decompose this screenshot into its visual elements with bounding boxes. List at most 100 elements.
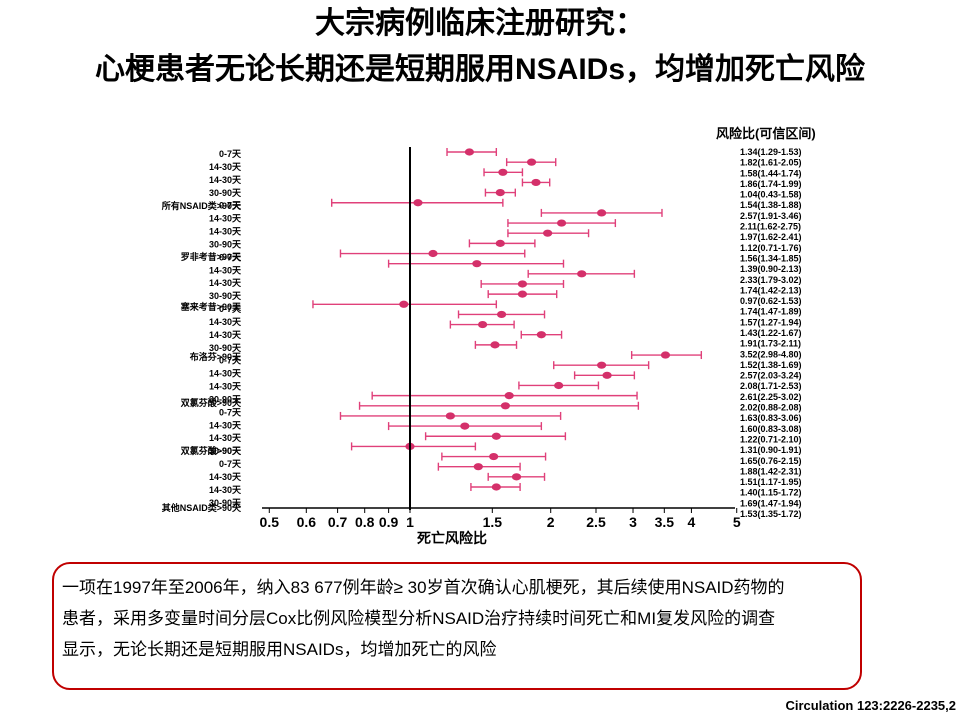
row-label: 14-30天	[209, 369, 242, 379]
hr-column-header: 风险比(可信区间)	[716, 126, 816, 141]
row-label: 14-30天	[209, 162, 242, 172]
x-tick-label: 2	[547, 514, 555, 530]
hr-label: 2.57(2.03-3.24)	[740, 371, 802, 381]
citation: Circulation 123:2226-2235,2	[785, 698, 956, 713]
row-label: 0-7天	[219, 149, 242, 159]
hr-point	[504, 392, 514, 400]
hr-point	[517, 290, 528, 298]
x-tick-label: 3.5	[655, 514, 675, 530]
hr-label: 1.34(1.29-1.53)	[740, 147, 802, 157]
hr-label: 1.43(1.22-1.67)	[740, 328, 802, 338]
hr-point	[445, 412, 455, 420]
group-label: 双氯芬酸>90天	[181, 445, 242, 456]
row-label: 0-7天	[219, 304, 242, 314]
row-label: 30-90天	[209, 188, 242, 198]
x-tick-label: 3	[629, 514, 637, 530]
x-tick-label: 1	[406, 514, 414, 530]
row-label: 14-30天	[209, 472, 242, 482]
row-label: 14-30天	[209, 214, 242, 224]
hr-label: 1.12(0.71-1.76)	[740, 243, 802, 253]
x-tick-label: 4	[688, 514, 696, 530]
note-line-2: 患者，采用多变量时间分层Cox比例风险模型分析NSAID治疗持续时间死亡和MI复…	[62, 609, 776, 628]
x-axis: 0.5 0.6 0.7 0.8 0.9 1 1.5 2 2.5 3 3.5 4 5	[260, 507, 741, 530]
hr-label: 2.02(0.88-2.08)	[740, 403, 802, 413]
hr-label: 1.91(1.73-2.11)	[740, 339, 801, 349]
row-label: 30-90天	[209, 446, 242, 456]
x-tick-label: 0.6	[297, 514, 317, 530]
group-label: 所有NSAID类>90天	[162, 200, 242, 211]
hr-point	[526, 158, 537, 166]
hr-labels: 1.34(1.29-1.53)1.82(1.61-2.05)1.58(1.44-…	[740, 147, 802, 519]
row-label: 14-30天	[209, 265, 242, 275]
hr-point	[556, 219, 567, 227]
hr-point	[428, 249, 438, 258]
row-label: 0-7天	[219, 356, 242, 366]
hr-label: 1.56(1.34-1.85)	[740, 253, 802, 263]
hr-label: 1.82(1.61-2.05)	[740, 158, 802, 168]
x-tick-label: 0.7	[328, 514, 348, 530]
hr-point	[511, 473, 522, 481]
x-tick-label: 0.9	[379, 514, 399, 530]
hr-label: 2.11(1.62-2.75)	[740, 222, 801, 232]
hr-point	[500, 402, 511, 410]
hr-label: 1.74(1.47-1.89)	[740, 307, 802, 317]
hr-point	[495, 239, 505, 247]
hr-point	[491, 483, 501, 491]
hr-label: 1.40(1.15-1.72)	[740, 488, 802, 498]
x-tick-label: 0.8	[355, 514, 375, 530]
row-label: 14-30天	[209, 175, 242, 185]
hr-label: 1.88(1.42-2.31)	[740, 466, 802, 476]
hr-label: 1.39(0.90-2.13)	[740, 264, 802, 274]
note-text: 一项在1997年至2006年，纳入83 677例年龄≥ 30岁首次确认心肌梗死，…	[62, 572, 862, 665]
hr-point	[496, 310, 507, 319]
hr-label: 1.53(1.35-1.72)	[740, 509, 802, 519]
hr-label: 1.52(1.38-1.69)	[740, 360, 802, 370]
hr-label: 1.63(0.83-3.06)	[740, 413, 802, 423]
hr-point	[460, 422, 470, 430]
hr-point	[473, 463, 483, 471]
hr-label: 1.97(1.62-2.41)	[740, 232, 802, 242]
hr-label: 1.57(1.27-1.94)	[740, 317, 802, 327]
hr-point	[472, 260, 482, 268]
group-labels: 所有NSAID类>90天罗非考昔>90天塞来考昔>90天布洛芬>90天双氯芬酸>…	[162, 200, 242, 513]
hr-point	[399, 300, 409, 308]
hr-point	[489, 452, 499, 461]
x-tick-label: 0.5	[260, 514, 280, 530]
hr-label: 1.04(0.43-1.58)	[740, 190, 802, 200]
row-label: 0-7天	[219, 407, 242, 417]
hr-label: 1.69(1.47-1.94)	[740, 498, 802, 508]
hr-label: 2.33(1.79-3.02)	[740, 275, 802, 285]
hr-label: 2.08(1.71-2.53)	[740, 381, 802, 391]
hr-label: 1.54(1.38-1.88)	[740, 200, 802, 210]
row-label: 0-7天	[219, 201, 242, 211]
row-label: 14-30天	[209, 382, 242, 392]
note-line-3: 显示，无论长期还是短期服用NSAIDs，均增加死亡的风险	[62, 640, 497, 659]
row-label: 30-90天	[209, 291, 242, 301]
group-label: 双氯芬酸>90天	[181, 397, 242, 408]
confidence-intervals	[312, 148, 703, 491]
hr-label: 1.22(0.71-2.10)	[740, 434, 802, 444]
hr-point	[536, 331, 546, 339]
note-box	[52, 562, 862, 690]
row-label: 14-30天	[209, 420, 242, 430]
title-line-2: 心梗患者无论长期还是短期服用NSAIDs，均增加死亡风险	[94, 53, 866, 86]
row-label: 30-90天	[209, 343, 242, 353]
note-line-1: 一项在1997年至2006年，纳入83 677例年龄≥ 30岁首次确认心肌梗死，…	[62, 578, 785, 597]
hr-label: 2.61(2.25-3.02)	[740, 392, 802, 402]
hr-label: 1.74(1.42-2.13)	[740, 285, 802, 295]
row-label: 14-30天	[209, 433, 242, 443]
row-label: 14-30天	[209, 227, 242, 237]
x-tick-label: 1.5	[483, 514, 503, 530]
hr-point	[498, 168, 508, 176]
hr-point	[517, 280, 528, 288]
hr-label: 1.86(1.74-1.99)	[740, 179, 802, 189]
hr-label: 1.58(1.44-1.74)	[740, 168, 802, 178]
hr-point	[495, 189, 505, 197]
row-label: 30-90天	[209, 498, 242, 508]
forest-plot: 0-7天14-30天14-30天30-90天0-7天14-30天14-30天30…	[162, 126, 816, 546]
hr-point	[464, 148, 475, 156]
x-tick-label: 5	[733, 514, 741, 530]
x-axis-label: 死亡风险比	[416, 530, 487, 546]
group-label: 布洛芬>90天	[189, 351, 242, 362]
hr-point	[478, 320, 488, 329]
